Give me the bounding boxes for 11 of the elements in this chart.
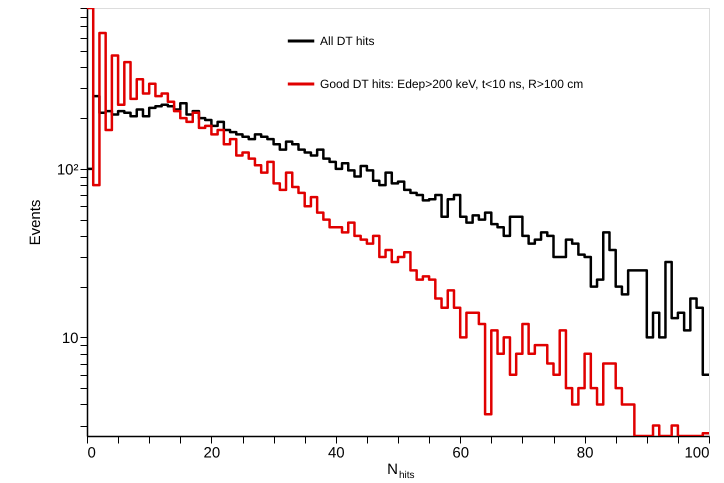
x-tick-label: 40 — [328, 444, 345, 462]
y-tick-label: 10² — [56, 161, 78, 178]
y-tick-label: 10 — [62, 330, 78, 347]
y-axis-title: Events — [26, 200, 44, 246]
legend-label: Good DT hits: Edep>200 keV, t<10 ns, R>100 cm — [320, 77, 584, 91]
legend-label: All DT hits — [320, 34, 375, 48]
x-tick-label: 20 — [204, 444, 220, 462]
x-tick-label: 0 — [88, 444, 96, 462]
x-tick-label: 60 — [452, 444, 470, 462]
x-tick-label: 100 — [684, 444, 710, 462]
x-tick-label: 80 — [576, 444, 594, 462]
